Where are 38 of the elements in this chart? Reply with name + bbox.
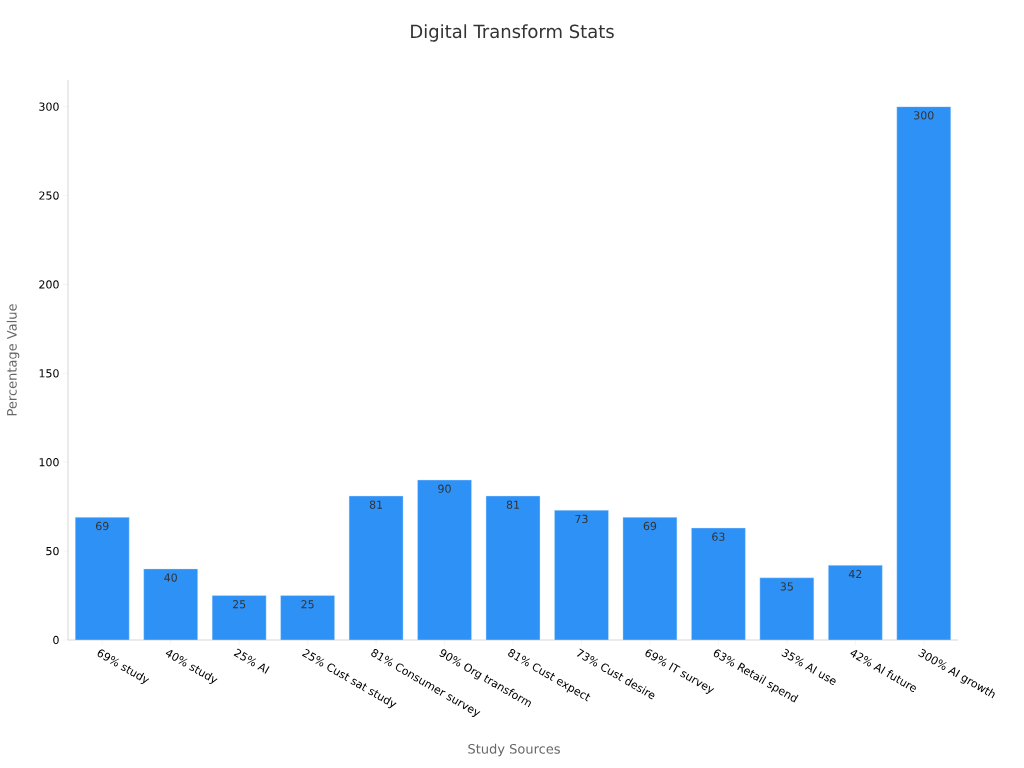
y-tick-label: 300 xyxy=(39,102,59,111)
y-tick-label: 100 xyxy=(39,458,59,467)
bar xyxy=(896,106,951,640)
bar xyxy=(417,479,472,640)
y-tick-label: 0 xyxy=(53,635,59,645)
bar xyxy=(622,517,678,640)
y-tick-label: 150 xyxy=(39,369,59,378)
y-tick-label: 250 xyxy=(39,191,59,200)
data-label: 300 xyxy=(914,111,934,120)
y-tick-label: 200 xyxy=(39,280,59,289)
bar xyxy=(691,527,746,640)
bar xyxy=(348,495,404,640)
y-tick-label: 50 xyxy=(46,546,59,556)
data-label: 69 xyxy=(643,521,657,531)
bar xyxy=(75,517,130,640)
data-label: 73 xyxy=(575,514,588,524)
bar xyxy=(211,595,267,640)
y-axis-title: Percentage Value xyxy=(6,304,20,416)
x-tick-label: 25% AI xyxy=(233,648,270,674)
data-label: 81 xyxy=(506,500,519,509)
x-tick-label: 35% AI use xyxy=(781,648,836,686)
bar xyxy=(554,510,609,640)
x-axis-title: Study Sources xyxy=(468,743,560,757)
data-label: 69 xyxy=(96,521,109,531)
data-label: 81 xyxy=(369,500,383,509)
data-label: 90 xyxy=(438,484,451,493)
chart-title: Digital Transform Stats xyxy=(411,24,614,42)
data-label: 25 xyxy=(232,600,246,609)
bar xyxy=(485,495,541,640)
data-label: 25 xyxy=(301,600,314,609)
bar xyxy=(828,565,883,640)
data-label: 35 xyxy=(780,582,793,591)
data-label: 63 xyxy=(712,532,725,541)
data-label: 40 xyxy=(164,573,177,582)
bar xyxy=(280,595,335,640)
bar xyxy=(143,568,198,640)
data-label: 42 xyxy=(848,569,862,579)
bar xyxy=(759,577,815,640)
